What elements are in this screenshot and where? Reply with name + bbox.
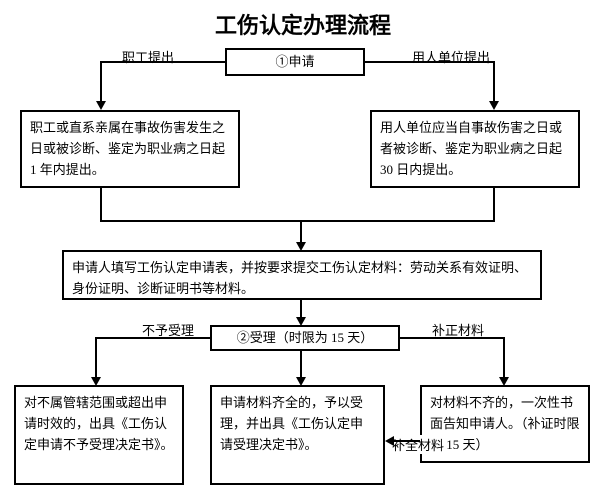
connector: [100, 61, 102, 103]
node-acceptance-text: ②受理（时限为 15 天）: [237, 328, 374, 349]
node-application-form: 申请人填写工伤认定申请表，并按要求提交工伤认定材料：劳动关系有效证明、身份证明、…: [62, 250, 542, 300]
connector: [493, 61, 495, 103]
connector: [100, 61, 225, 63]
node-employer-deadline: 用人单位应当自事故伤害之日或者被诊断、鉴定为职业病之日起 30 日内提出。: [370, 110, 580, 188]
node-apply: ①申请: [225, 48, 365, 76]
arrow-down-icon: [296, 317, 306, 326]
arrow-down-icon: [296, 377, 306, 386]
node-reject-decision: 对不属管辖范围或超出申请时效的，出具《工伤认定申请不予受理决定书》。: [14, 385, 184, 485]
arrow-down-icon: [296, 242, 306, 251]
node-employee-deadline: 职工或直系亲属在事故伤害发生之日或被诊断、鉴定为职业病之日起 1 年内提出。: [20, 110, 240, 188]
node-ok-text: 申请材料齐全的，予以受理，并出具《工伤认定申请受理决定书》。: [220, 395, 363, 452]
page-title: 工伤认定办理流程: [0, 8, 606, 40]
edge-label-employee-apply: 职工提出: [120, 47, 176, 66]
connector: [365, 61, 495, 63]
connector: [393, 440, 420, 442]
connector: [400, 337, 505, 339]
arrow-down-icon: [96, 101, 106, 110]
connector: [503, 337, 505, 379]
connector: [95, 337, 210, 339]
connector: [95, 337, 97, 379]
arrow-left-icon: [385, 436, 394, 446]
connector: [493, 188, 495, 222]
connector: [100, 220, 495, 222]
node-employer-text: 用人单位应当自事故伤害之日或者被诊断、鉴定为职业病之日起 30 日内提出。: [380, 120, 562, 177]
node-apply-text: ①申请: [275, 52, 314, 73]
connector: [300, 220, 302, 244]
arrow-down-icon: [91, 377, 101, 386]
arrow-down-icon: [489, 101, 499, 110]
node-reject-text: 对不属管辖范围或超出申请时效的，出具《工伤认定申请不予受理决定书》。: [24, 395, 174, 452]
node-accept-decision: 申请材料齐全的，予以受理，并出具《工伤认定申请受理决定书》。: [210, 385, 385, 485]
edge-label-supplement-materials: 补全材料: [390, 435, 446, 454]
connector: [300, 351, 302, 379]
arrow-down-icon: [499, 377, 509, 386]
node-employee-text: 职工或直系亲属在事故伤害发生之日或被诊断、鉴定为职业病之日起 1 年内提出。: [30, 120, 225, 177]
node-form-text: 申请人填写工伤认定申请表，并按要求提交工伤认定材料：劳动关系有效证明、身份证明、…: [72, 260, 527, 296]
node-acceptance: ②受理（时限为 15 天）: [210, 325, 400, 351]
connector: [100, 188, 102, 222]
edge-label-employer-apply: 用人单位提出: [410, 47, 492, 66]
node-supp-text: 对材料不齐的，一次性书面告知申请人。（补证时限为 15 天）: [430, 395, 580, 452]
